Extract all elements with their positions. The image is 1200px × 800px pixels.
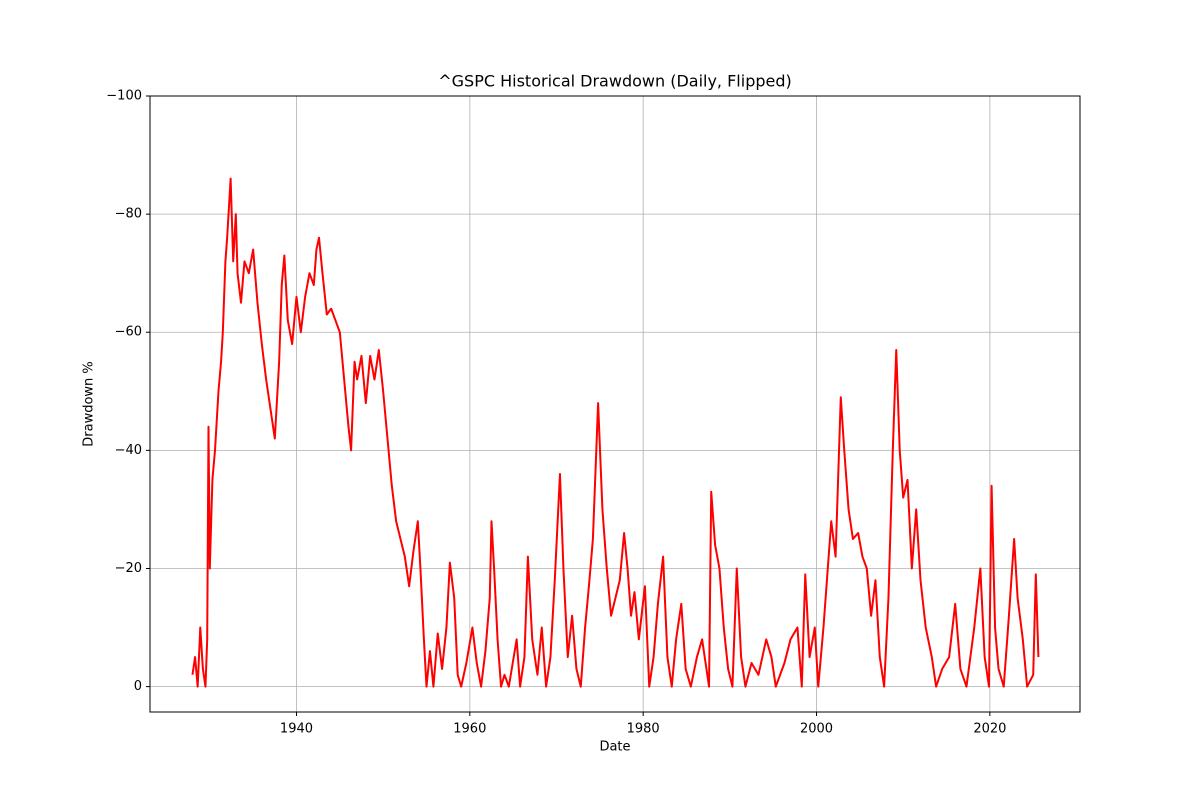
- x-tick-label: 1960: [453, 722, 486, 737]
- y-axis-label: Drawdown %: [82, 361, 97, 447]
- chart-title: ^GSPC Historical Drawdown (Daily, Flippe…: [438, 72, 792, 91]
- y-tick-label: −60: [115, 325, 142, 340]
- y-tick-label: −100: [106, 89, 142, 104]
- y-tick-label: −20: [115, 561, 142, 576]
- x-tick-label: 1940: [280, 722, 313, 737]
- y-tick-label: −40: [115, 443, 142, 458]
- x-tick-label: 2000: [800, 722, 833, 737]
- y-tick-label: −80: [115, 207, 142, 222]
- y-tick-label: 0: [134, 679, 142, 694]
- x-axis-label: Date: [599, 740, 630, 755]
- plot-frame: [149, 95, 1081, 713]
- drawdown-line: [191, 177, 1040, 688]
- x-tick-label: 2020: [973, 722, 1006, 737]
- x-tick-label: 1980: [627, 722, 660, 737]
